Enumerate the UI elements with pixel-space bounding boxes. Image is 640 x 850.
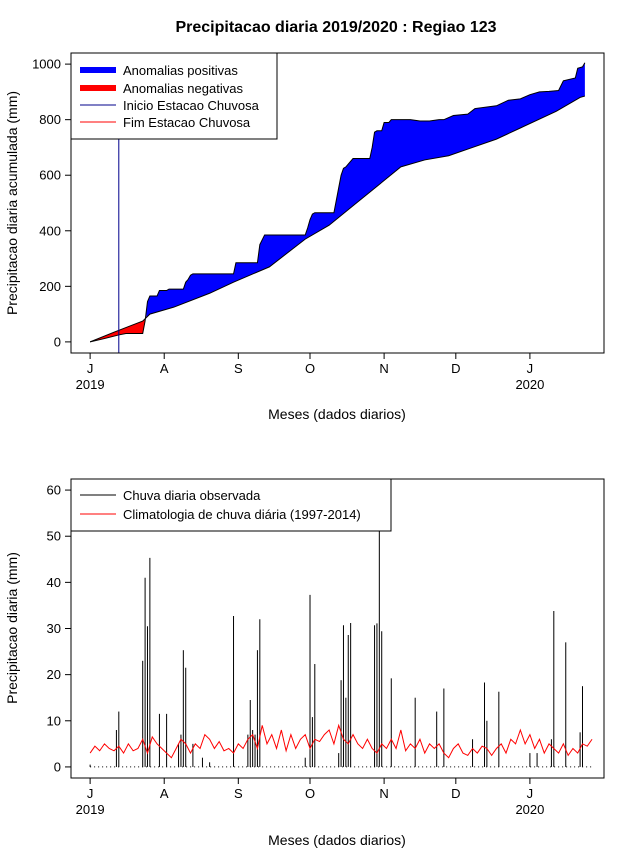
legend-bottom: Chuva diaria observada Climatologia de c… [70, 478, 392, 532]
year-label-bottom: 2020 [515, 802, 544, 817]
cumulative-lines [89, 62, 586, 343]
y-tick-label-bottom: 50 [47, 529, 61, 544]
climatology-line [89, 723, 593, 759]
y-axis-bottom: 0 10 20 30 40 50 60 [47, 483, 71, 774]
month-label-top: A [160, 361, 169, 376]
y-tick-label-bottom: 20 [47, 667, 61, 682]
year-label-bottom: 2019 [76, 802, 105, 817]
y-tick-label-top: 800 [39, 112, 61, 127]
y-axis-top: 0 200 400 600 800 1000 [32, 57, 71, 349]
y-axis-label-top: Precipitacao diaria acumulada (mm) [4, 91, 20, 315]
y-axis-label-bottom: Precipitacao diaria (mm) [4, 552, 20, 704]
month-label-top: D [451, 361, 460, 376]
observed-cumulative-line [90, 62, 586, 343]
y-tick-label-bottom: 60 [47, 483, 61, 498]
month-label-bottom: J [87, 786, 94, 801]
y-tick-label-bottom: 40 [47, 575, 61, 590]
positive-anomaly-area [146, 62, 585, 318]
month-label-bottom: S [234, 786, 243, 801]
legend-top: Anomalias positivas Anomalias negativas … [70, 52, 278, 140]
month-label-bottom: A [160, 786, 169, 801]
y-tick-label-top: 200 [39, 279, 61, 294]
legend-bottom-box [70, 478, 392, 532]
year-label-top: 2020 [515, 377, 544, 392]
month-label-bottom: D [451, 786, 460, 801]
legend-label-start: Inicio Estacao Chuvosa [123, 98, 260, 113]
legend-label-observed: Chuva diaria observada [123, 488, 261, 503]
month-label-top: J [527, 361, 534, 376]
y-tick-label-top: 400 [39, 223, 61, 238]
y-tick-label-bottom: 30 [47, 621, 61, 636]
y-tick-label-bottom: 10 [47, 713, 61, 728]
chart-top: Precipitacao diaria 2019/2020 : Regiao 1… [4, 19, 605, 422]
x-axis-label-top: Meses (dados diarios) [268, 406, 406, 422]
climatology-cumulative-line [89, 95, 586, 343]
month-label-top: O [305, 361, 315, 376]
negative-anomaly-area [91, 311, 147, 342]
month-label-top: S [234, 361, 243, 376]
legend-label-end: Fim Estacao Chuvosa [123, 115, 251, 130]
daily-rain-bars [89, 526, 583, 767]
y-tick-label-top: 1000 [32, 57, 61, 72]
chart-title: Precipitacao diaria 2019/2020 : Regiao 1… [175, 19, 496, 36]
y-tick-label-bottom: 0 [54, 759, 61, 774]
legend-label-climatology: Climatologia de chuva diária (1997-2014) [123, 507, 361, 522]
month-label-bottom: N [379, 786, 388, 801]
legend-label-positive: Anomalias positivas [123, 63, 238, 78]
x-axis-label-bottom: Meses (dados diarios) [268, 832, 406, 848]
legend-label-negative: Anomalias negativas [123, 81, 243, 96]
month-label-top: J [87, 361, 94, 376]
year-label-top: 2019 [76, 377, 105, 392]
y-tick-label-top: 0 [54, 334, 61, 349]
month-label-top: N [379, 361, 388, 376]
y-tick-label-top: 600 [39, 168, 61, 183]
month-label-bottom: J [527, 786, 534, 801]
month-label-bottom: O [305, 786, 315, 801]
